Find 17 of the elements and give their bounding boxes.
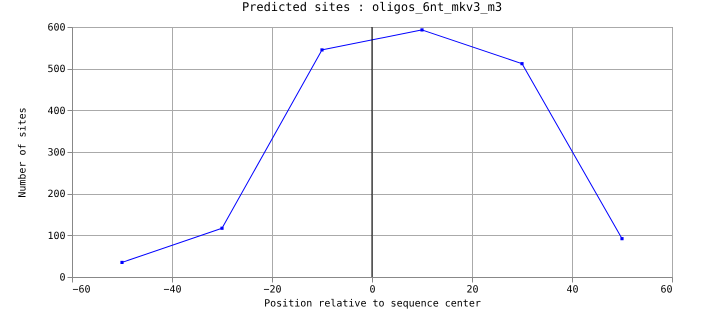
y-tick-label: 400 (47, 106, 66, 117)
y-tick-label: 100 (47, 230, 66, 242)
x-tick-label: 40 (566, 284, 579, 296)
y-axis-title: Number of sites (17, 107, 28, 198)
y-tick-label: 300 (47, 148, 66, 158)
x-tick-label: −20 (263, 284, 282, 296)
y-tick-label: 600 (47, 22, 66, 34)
x-tick-label: −40 (163, 284, 182, 296)
chart-title: Predicted sites : oligos_6nt_mkv3_m3 (242, 0, 502, 14)
x-tick-label: 20 (466, 284, 479, 296)
x-tick-label: −60 (72, 284, 91, 296)
x-axis-title: Position relative to sequence center (264, 298, 481, 310)
y-tick-label: 500 (47, 64, 66, 76)
x-tick-label: 0 (369, 284, 376, 296)
y-tick-label: 200 (47, 189, 66, 200)
x-tick-label: 60 (660, 284, 672, 296)
y-tick-label: 0 (59, 272, 66, 284)
